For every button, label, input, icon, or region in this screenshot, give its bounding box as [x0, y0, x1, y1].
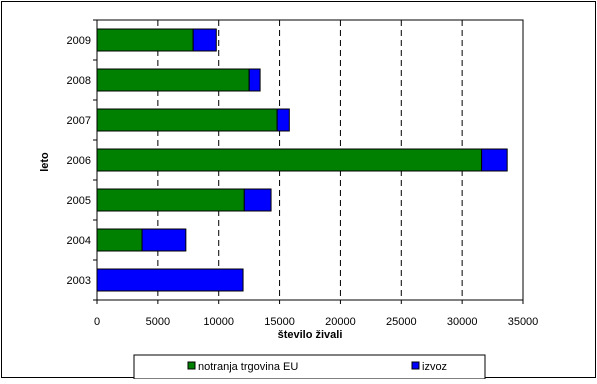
legend: notranja trgovina EU izvoz [187, 361, 447, 373]
y-tick-label: 2003 [67, 275, 91, 287]
bar-2004-notranja [96, 228, 143, 252]
legend-swatch-izvoz [411, 361, 420, 370]
bar-2005-izvoz [243, 188, 272, 212]
axis-ticks [93, 19, 524, 304]
x-tick-label: 30000 [447, 316, 478, 328]
bar-2009-notranja [96, 28, 194, 52]
bar-2005-notranja [96, 188, 245, 212]
y-tick-label: 2008 [67, 75, 91, 87]
x-tick-label: 0 [94, 316, 100, 328]
x-tick-label: 20000 [325, 316, 356, 328]
x-tick-label: 5000 [146, 316, 170, 328]
x-axis-title: število živali [278, 329, 343, 341]
y-tick-label: 2005 [67, 195, 91, 207]
bar-2008-notranja [96, 68, 250, 92]
bar-2006-izvoz [481, 148, 508, 172]
legend-swatch-notranja [187, 361, 196, 370]
bar-2008-izvoz [248, 68, 261, 92]
bar-2007-notranja [96, 108, 278, 132]
x-tick-label: 25000 [386, 316, 417, 328]
bar-2004-izvoz [141, 228, 187, 252]
x-tick-label: 10000 [203, 316, 234, 328]
x-tick-label: 35000 [508, 316, 539, 328]
bar-2003-izvoz [96, 268, 244, 292]
bar-2009-izvoz [192, 28, 217, 52]
y-axis-title: leto [39, 152, 51, 172]
legend-label-izvoz: izvoz [422, 361, 447, 373]
legend-label-notranja: notranja trgovina EU [198, 361, 298, 373]
y-tick-label: 2006 [67, 155, 91, 167]
x-tick-label: 15000 [264, 316, 295, 328]
bars [96, 28, 508, 292]
bar-2006-notranja [96, 148, 483, 172]
y-tick-label: 2004 [67, 235, 91, 247]
tick-labels: 0 5000 10000 15000 20000 25000 30000 35000 2009 2… [67, 35, 539, 328]
y-tick-label: 2009 [67, 35, 91, 47]
bar-2007-izvoz [276, 108, 290, 132]
y-tick-label: 2007 [67, 115, 91, 127]
